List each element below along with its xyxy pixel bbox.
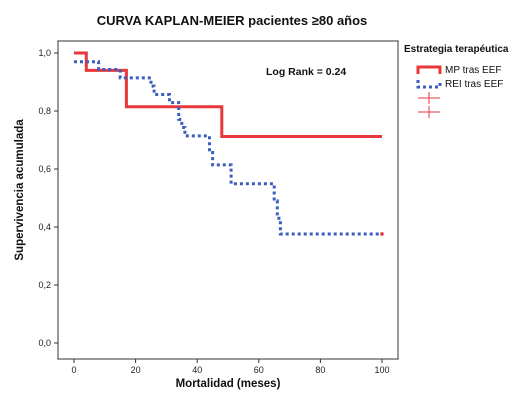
x-tick-label: 80 xyxy=(315,365,325,375)
x-tick-label: 20 xyxy=(131,365,141,375)
chart-title: CURVA KAPLAN-MEIER pacientes ≥80 años xyxy=(97,13,368,28)
legend-swatch-mp xyxy=(416,65,442,74)
legend-label-rei: REI tras EEF xyxy=(445,79,503,90)
log-rank-annotation: Log Rank = 0.24 xyxy=(266,66,346,78)
x-tick-label: 40 xyxy=(192,365,202,375)
series-line-mp-tras-eef xyxy=(74,51,382,138)
series-line-rei-tras-eef xyxy=(74,60,382,236)
censor-marker xyxy=(380,232,384,236)
y-tick-label: 0,2 xyxy=(38,280,51,290)
legend-swatch-rei xyxy=(416,80,442,89)
x-tick-label: 100 xyxy=(374,365,389,375)
y-tick-label: 0,8 xyxy=(38,106,51,116)
x-tick-label: 60 xyxy=(254,365,264,375)
x-tick-label: 0 xyxy=(71,365,76,375)
legend: Estrategia terapéutica MP tras EEF REI tr… xyxy=(404,44,509,118)
series-layer xyxy=(74,51,384,236)
legend-label-mp: MP tras EEF xyxy=(445,65,502,76)
y-tick-label: 0,0 xyxy=(38,338,51,348)
x-axis-title: Mortalidad (meses) xyxy=(176,378,281,390)
legend-title: Estrategia terapéutica xyxy=(404,44,509,55)
x-axis: 0 20 40 60 80 100 xyxy=(71,359,390,375)
y-axis-title: Supervivencia acumulada xyxy=(14,119,26,261)
y-axis: 0,0 0,2 0,4 0,6 0,8 1,0 xyxy=(38,48,58,348)
plot-frame xyxy=(57,40,399,360)
y-tick-label: 1,0 xyxy=(38,48,51,58)
y-tick-label: 0,6 xyxy=(38,164,51,174)
y-tick-label: 0,4 xyxy=(38,222,51,232)
